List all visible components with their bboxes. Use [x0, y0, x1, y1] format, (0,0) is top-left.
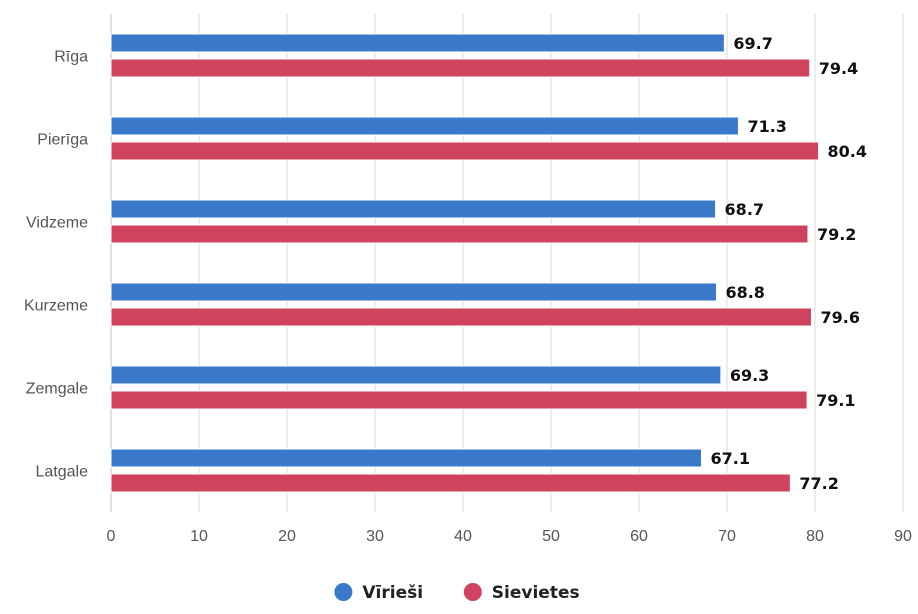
bar-series2[interactable]	[110, 141, 820, 161]
legend-item-series2[interactable]: Sievietes	[463, 583, 580, 603]
legend-swatch	[463, 583, 482, 601]
x-tick-label: 30	[366, 528, 384, 545]
data-label: 69.7	[733, 34, 772, 53]
legend-label: Sievietes	[492, 583, 580, 603]
bar-series2[interactable]	[110, 224, 809, 244]
category-label: Latgale	[36, 464, 89, 481]
x-tick-label: 0	[107, 528, 116, 545]
data-label: 71.3	[747, 117, 786, 136]
x-tick-label: 50	[542, 528, 560, 545]
bar-series1[interactable]	[110, 116, 739, 136]
data-label: 79.1	[816, 391, 855, 410]
legend-item-series1[interactable]: Vīrieši	[334, 583, 423, 603]
data-label: 80.4	[828, 142, 867, 161]
bar-series1[interactable]	[110, 365, 722, 385]
data-label: 68.8	[725, 283, 764, 302]
bar-series1[interactable]	[110, 199, 717, 219]
category-labels: Rīga Pierīga Vidzeme Kurzeme Zemgale Latgale	[24, 49, 88, 481]
legend-swatch	[334, 583, 353, 601]
category-label: Pierīga	[37, 132, 88, 149]
bar-series1[interactable]	[110, 33, 725, 53]
data-labels: 69.7 79.4 71.3 80.4 68.7 79.2 68.8 79.6 69.3 79.1…	[710, 34, 867, 493]
x-axis-ticks: 0 10 20 30 40 50 60 70 80 90	[107, 528, 912, 545]
bar-series2[interactable]	[110, 307, 812, 327]
legend[interactable]: Vīrieši Sievietes	[334, 583, 580, 603]
x-tick-label: 60	[630, 528, 648, 545]
x-tick-label: 10	[190, 528, 208, 545]
data-label: 79.6	[820, 308, 859, 327]
bar-series2[interactable]	[110, 390, 808, 410]
category-label: Rīga	[54, 49, 88, 66]
category-label: Kurzeme	[24, 298, 88, 315]
x-tick-label: 40	[454, 528, 472, 545]
data-label: 69.3	[730, 366, 769, 385]
bar-series1[interactable]	[110, 282, 717, 302]
bars	[110, 33, 820, 493]
bar-series1[interactable]	[110, 448, 702, 468]
x-tick-label: 70	[718, 528, 736, 545]
x-tick-label: 90	[894, 528, 912, 545]
data-label: 68.7	[725, 200, 764, 219]
legend-label: Vīrieši	[362, 583, 423, 603]
category-label: Zemgale	[26, 381, 88, 398]
x-tick-label: 80	[806, 528, 824, 545]
data-label: 79.4	[819, 59, 858, 78]
bar-series2[interactable]	[110, 473, 791, 493]
data-label: 77.2	[799, 474, 838, 493]
gridlines	[110, 14, 904, 512]
bar-series2[interactable]	[110, 58, 811, 78]
x-tick-label: 20	[278, 528, 296, 545]
data-label: 67.1	[710, 449, 749, 468]
category-label: Vidzeme	[26, 215, 88, 232]
data-label: 79.2	[817, 225, 856, 244]
